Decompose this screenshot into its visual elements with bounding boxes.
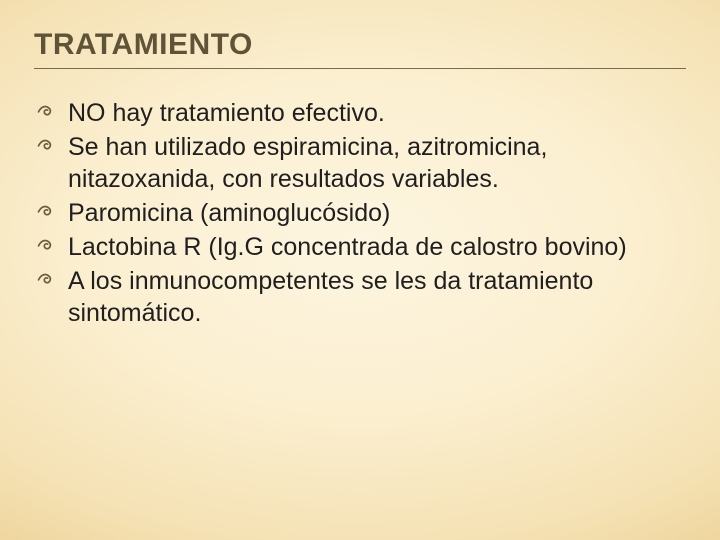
swirl-icon [36, 235, 56, 255]
swirl-icon [36, 101, 56, 121]
slide: TRATAMIENTO NO hay tratamiento efectivo.… [0, 0, 720, 540]
list-item: NO hay tratamiento efectivo. [34, 97, 686, 129]
bullet-text: Se han utilizado espiramicina, azitromic… [68, 133, 547, 193]
bullet-list: NO hay tratamiento efectivo. Se han util… [34, 97, 686, 329]
list-item: Lactobina R (Ig.G concentrada de calostr… [34, 231, 686, 263]
bullet-text: Lactobina R (Ig.G concentrada de calostr… [68, 233, 627, 261]
list-item: A los inmunocompetentes se les da tratam… [34, 265, 686, 329]
list-item: Paromicina (aminoglucósido) [34, 197, 686, 229]
bullet-text: NO hay tratamiento efectivo. [68, 99, 385, 127]
title-underline [34, 68, 686, 69]
bullet-text: A los inmunocompetentes se les da tratam… [68, 267, 593, 327]
swirl-icon [36, 269, 56, 289]
bullet-text: Paromicina (aminoglucósido) [68, 199, 390, 227]
list-item: Se han utilizado espiramicina, azitromic… [34, 131, 686, 195]
swirl-icon [36, 201, 56, 221]
swirl-icon [36, 135, 56, 155]
slide-title: TRATAMIENTO [34, 28, 686, 62]
